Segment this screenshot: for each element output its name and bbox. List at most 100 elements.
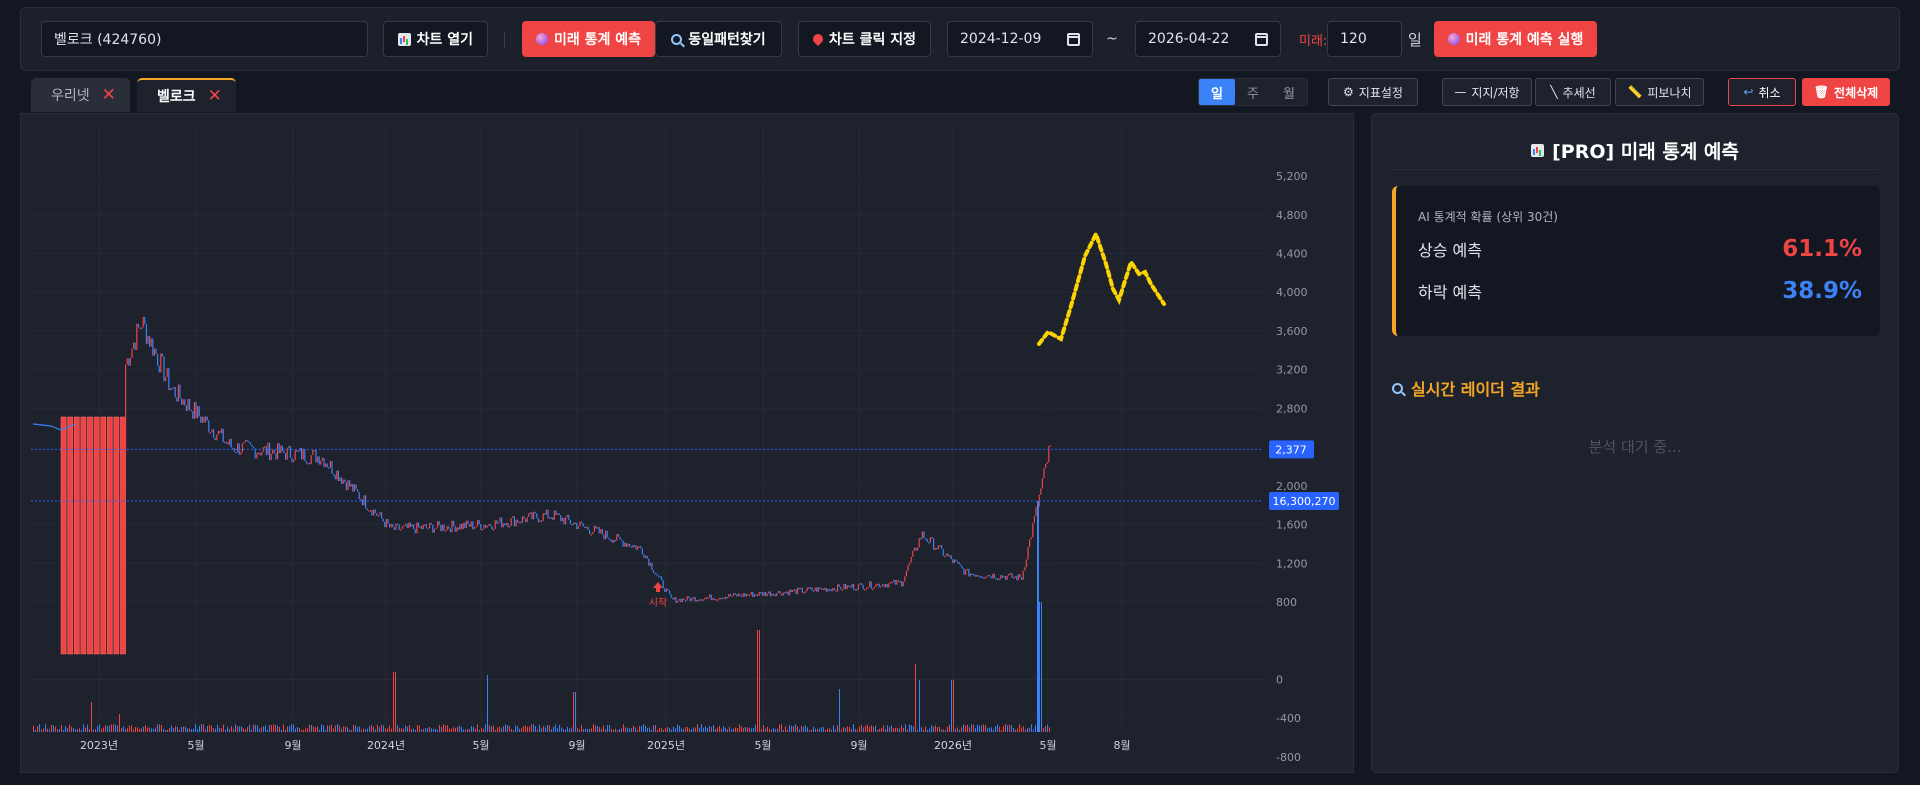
trendline-button[interactable]: ╲ 추세선 bbox=[1535, 78, 1611, 106]
volume-bar bbox=[423, 728, 424, 732]
volume-bar bbox=[303, 729, 304, 732]
candle bbox=[888, 583, 890, 588]
volume-bar bbox=[747, 727, 748, 732]
end-date-input[interactable]: 2026-04-22 bbox=[1135, 21, 1281, 57]
calendar-icon[interactable] bbox=[1255, 32, 1268, 46]
volume-bar bbox=[313, 726, 314, 732]
candle bbox=[328, 467, 330, 469]
volume-bar bbox=[445, 725, 446, 732]
candle bbox=[304, 448, 306, 461]
time-tick-label: 2025년 bbox=[647, 739, 685, 752]
volume-bar bbox=[307, 727, 308, 732]
candle bbox=[622, 540, 624, 547]
future-days-label: 미래: bbox=[1299, 33, 1327, 49]
candle bbox=[897, 580, 899, 582]
probability-subtitle: AI 통계적 확률 (상위 30건) bbox=[1418, 210, 1558, 224]
candle bbox=[93, 416, 100, 655]
volume-bar bbox=[845, 727, 846, 732]
close-icon[interactable]: ✕ bbox=[207, 85, 222, 106]
same-pattern-button[interactable]: 동일패턴찾기 bbox=[655, 21, 782, 57]
candle bbox=[408, 522, 410, 529]
volume-bar bbox=[779, 724, 780, 732]
candle bbox=[789, 589, 791, 596]
candle bbox=[248, 440, 250, 443]
price-tick-label: 1,200 bbox=[1276, 557, 1308, 570]
volume-bar bbox=[801, 725, 802, 732]
candle bbox=[60, 416, 67, 655]
volume-bar bbox=[139, 728, 140, 732]
start-date-input[interactable]: 2024-12-09 bbox=[947, 21, 1093, 57]
volume-bar bbox=[433, 729, 434, 732]
top-toolbar: 벨로크 (424760) 차트 열기 미래 통계 예측 동일패턴찾기 차트 클릭… bbox=[20, 7, 1900, 71]
cancel-button[interactable]: ↩ 취소 bbox=[1728, 78, 1796, 106]
candle bbox=[195, 401, 197, 419]
close-icon[interactable]: ✕ bbox=[101, 84, 116, 105]
stock-search-input[interactable]: 벨로크 (424760) bbox=[41, 21, 368, 57]
candle bbox=[609, 539, 611, 541]
candle bbox=[757, 594, 759, 597]
volume-bar bbox=[713, 725, 714, 732]
volume-bar bbox=[543, 726, 544, 732]
volume-bar bbox=[133, 729, 134, 732]
tab-velok[interactable]: 벨로크 ✕ bbox=[137, 78, 236, 112]
candle bbox=[541, 520, 543, 522]
candle bbox=[416, 522, 418, 534]
volume-bar bbox=[443, 724, 444, 732]
tab-woorinet[interactable]: 우리넷 ✕ bbox=[31, 78, 130, 112]
candle bbox=[877, 583, 879, 586]
delete-all-button[interactable]: 🗑 전체삭제 bbox=[1802, 78, 1890, 106]
price-chart[interactable]: 5,200 4,800 4,400 4,000 3,600 3,200 2,800 2,000… bbox=[21, 114, 1355, 774]
volume-bar bbox=[479, 729, 480, 732]
period-day-button[interactable]: 일 bbox=[1199, 79, 1235, 105]
fibonacci-button[interactable]: 📏 피보나치 bbox=[1615, 78, 1704, 106]
chart-panel[interactable]: 5,200 4,800 4,400 4,000 3,600 3,200 2,800 2,000… bbox=[20, 113, 1354, 773]
candle bbox=[614, 539, 616, 542]
candle bbox=[925, 538, 927, 540]
candle bbox=[907, 564, 909, 571]
chart-click-button[interactable]: 차트 클릭 지정 bbox=[798, 21, 931, 57]
volume-bar bbox=[71, 726, 72, 732]
volume-bar bbox=[115, 724, 116, 732]
candle bbox=[825, 587, 827, 592]
future-days-input[interactable]: 120 bbox=[1327, 21, 1402, 57]
candle bbox=[201, 416, 203, 423]
candle bbox=[222, 428, 224, 443]
candle bbox=[833, 588, 835, 590]
candle bbox=[206, 416, 208, 421]
candle bbox=[889, 581, 891, 584]
open-chart-button[interactable]: 차트 열기 bbox=[383, 21, 488, 57]
candle bbox=[765, 591, 767, 597]
volume-bar bbox=[495, 729, 496, 732]
volume-bar bbox=[953, 680, 954, 732]
volume-bar bbox=[341, 728, 342, 732]
volume-bar bbox=[349, 729, 350, 732]
candle bbox=[886, 583, 888, 588]
candle bbox=[792, 590, 794, 593]
candle bbox=[624, 542, 626, 547]
candle bbox=[669, 590, 671, 595]
volume-bar bbox=[709, 725, 710, 732]
candle bbox=[312, 449, 314, 456]
volume-bar bbox=[221, 728, 222, 732]
period-week-button[interactable]: 주 bbox=[1247, 86, 1259, 102]
calendar-icon[interactable] bbox=[1067, 32, 1080, 46]
future-predict-button[interactable]: 미래 통계 예측 bbox=[522, 21, 655, 57]
candle bbox=[1011, 573, 1013, 578]
volume-bar bbox=[171, 725, 172, 732]
candle bbox=[181, 398, 183, 405]
volume-bar bbox=[1017, 728, 1018, 732]
run-predict-button[interactable]: 미래 통계 예측 실행 bbox=[1434, 21, 1597, 57]
period-month-button[interactable]: 월 bbox=[1283, 86, 1295, 102]
volume-bar bbox=[175, 726, 176, 732]
candle bbox=[294, 450, 296, 461]
volume-bar bbox=[81, 729, 82, 732]
volume-bar bbox=[627, 728, 628, 732]
support-resistance-button[interactable]: — 지지/저항 bbox=[1442, 78, 1532, 106]
candle bbox=[246, 439, 248, 442]
price-tick-label: 4,400 bbox=[1276, 248, 1308, 261]
indicator-settings-button[interactable]: ⚙ 지표설정 bbox=[1328, 78, 1418, 106]
candle bbox=[977, 575, 979, 577]
candle bbox=[685, 600, 687, 602]
candle bbox=[667, 588, 669, 591]
candle bbox=[605, 530, 607, 540]
